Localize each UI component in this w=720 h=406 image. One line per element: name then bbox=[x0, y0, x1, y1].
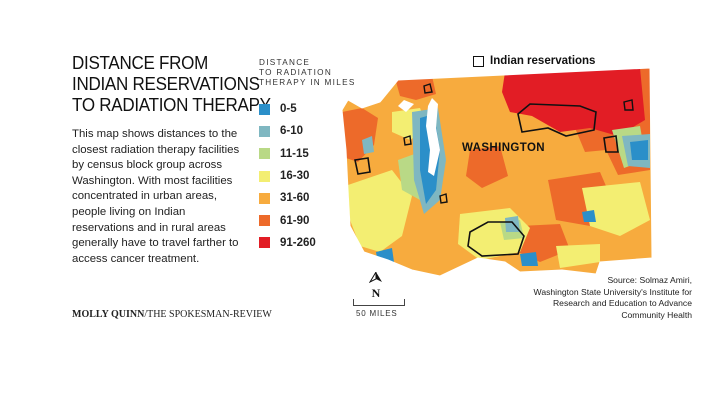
washington-map bbox=[341, 67, 653, 277]
reservation-yakama bbox=[467, 221, 525, 257]
legend: 0-5 6-10 11-15 16-30 31-60 61-90 91-260 bbox=[259, 98, 316, 254]
zone-16-30 bbox=[582, 182, 650, 236]
title-line-1: DISTANCE FROM bbox=[72, 52, 209, 73]
source-line-1: Source: Solmaz Amiri, bbox=[607, 275, 692, 285]
title-line-2: INDIAN RESERVATIONS bbox=[72, 73, 260, 94]
reservation-colville bbox=[517, 103, 597, 137]
legend-label: 61-90 bbox=[280, 214, 310, 227]
state-outline bbox=[341, 67, 653, 277]
legend-title-line-1: DISTANCE bbox=[259, 58, 311, 67]
legend-swatch bbox=[259, 125, 270, 137]
legend-label: 0-5 bbox=[280, 103, 297, 116]
legend-swatch bbox=[259, 215, 270, 227]
legend-title-line-2: TO RADIATION bbox=[259, 68, 333, 77]
scale-label: 50 MILES bbox=[356, 309, 398, 318]
zone-0-5 bbox=[520, 252, 538, 266]
author-credit: MOLLY QUINN/THE SPOKESMAN-REVIEW bbox=[72, 309, 272, 320]
north-label: N bbox=[371, 286, 381, 300]
legend-item: 16-30 bbox=[259, 165, 316, 187]
legend-swatch bbox=[259, 192, 270, 204]
source-line-3: Research and Education to Advance bbox=[552, 298, 692, 308]
credit-org: /THE SPOKESMAN-REVIEW bbox=[144, 309, 272, 320]
zone-16-30 bbox=[348, 170, 412, 252]
reservation-spokane bbox=[603, 135, 619, 153]
legend-item: 11-15 bbox=[259, 143, 316, 165]
state-label: WASHINGTON bbox=[462, 142, 546, 154]
scale-bar bbox=[353, 299, 405, 306]
legend-item: 31-60 bbox=[259, 187, 316, 209]
legend-label: 6-10 bbox=[280, 125, 304, 138]
reservation-outlines bbox=[354, 83, 634, 257]
zone-61-90 bbox=[395, 76, 436, 100]
source-note: Source: Solmaz Amiri, Washington State U… bbox=[534, 275, 692, 321]
source-line-4: Community Health bbox=[621, 309, 692, 320]
source-line-2: Washington State University's Institute … bbox=[533, 286, 692, 297]
zone-6-10 bbox=[362, 136, 374, 154]
zone-91-260 bbox=[502, 68, 645, 136]
credit-name: MOLLY QUINN bbox=[72, 309, 145, 320]
reservations-label: Indian reservations bbox=[490, 55, 596, 67]
legend-title-line-3: THERAPY IN MILES bbox=[259, 78, 356, 87]
legend-label: 11-15 bbox=[280, 147, 309, 160]
strait-water bbox=[398, 100, 414, 112]
map-description: This map shows distances to the closest … bbox=[72, 128, 240, 265]
distance-zones bbox=[342, 68, 652, 276]
zone-61-90 bbox=[518, 224, 570, 262]
title-line-3: TO RADIATION THERAPY bbox=[72, 94, 271, 115]
legend-item: 6-10 bbox=[259, 120, 316, 142]
reservation-quinault bbox=[354, 157, 371, 175]
reservation-outline-swatch bbox=[473, 55, 484, 67]
map-title: DISTANCE FROM INDIAN RESERVATIONS TO RAD… bbox=[72, 52, 271, 115]
reservation-small bbox=[439, 193, 448, 204]
legend-swatch bbox=[259, 148, 270, 160]
legend-label: 16-30 bbox=[280, 170, 310, 183]
legend-item: 0-5 bbox=[259, 98, 316, 120]
legend-item: 91-260 bbox=[259, 232, 316, 254]
north-arrow: N bbox=[364, 270, 388, 301]
zone-61-90 bbox=[466, 146, 508, 188]
puget-sound-water bbox=[426, 98, 440, 176]
reservation-small bbox=[403, 135, 412, 146]
reservation-small bbox=[423, 83, 433, 94]
legend-label: 31-60 bbox=[280, 192, 310, 205]
zone-0-5 bbox=[630, 140, 648, 160]
legend-title: DISTANCE TO RADIATION THERAPY IN MILES bbox=[259, 58, 379, 88]
reservations-legend: Indian reservations bbox=[473, 55, 595, 67]
zone-0-5 bbox=[582, 210, 596, 222]
legend-label: 91-260 bbox=[280, 236, 316, 249]
north-arrow-icon bbox=[368, 270, 382, 284]
legend-swatch bbox=[259, 103, 270, 115]
legend-swatch bbox=[259, 170, 270, 182]
zone-16-30 bbox=[556, 244, 600, 268]
legend-item: 61-90 bbox=[259, 209, 316, 231]
reservation-small bbox=[623, 99, 634, 111]
legend-swatch bbox=[259, 237, 270, 249]
